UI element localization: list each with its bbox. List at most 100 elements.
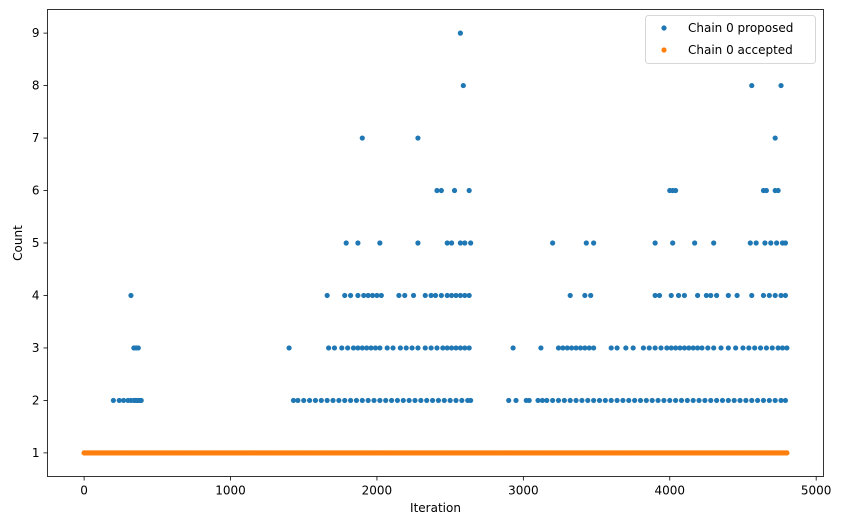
x-tick-label: 5000	[801, 484, 832, 498]
data-point-proposed	[526, 397, 532, 404]
data-point-proposed	[459, 397, 465, 404]
data-point-proposed	[731, 397, 737, 404]
data-point-proposed	[655, 397, 661, 404]
data-point-proposed	[673, 187, 679, 194]
data-point-proposed	[290, 397, 297, 404]
data-point-proposed	[116, 397, 122, 404]
data-point-proposed	[632, 397, 638, 404]
data-point-proposed	[573, 397, 579, 404]
data-point-proposed	[719, 397, 726, 404]
data-point-proposed	[681, 292, 688, 299]
data-point-proposed	[555, 397, 562, 404]
data-point-proposed	[737, 397, 743, 404]
data-point-proposed	[347, 397, 354, 404]
data-point-proposed	[432, 292, 439, 299]
data-point-proposed	[668, 345, 674, 351]
data-point-proposed	[403, 345, 409, 351]
data-point-proposed	[555, 345, 562, 351]
data-point-proposed	[692, 240, 698, 246]
data-point-proposed	[377, 345, 383, 351]
data-point-proposed	[510, 345, 516, 351]
data-point-proposed	[453, 397, 459, 404]
data-point-proposed	[383, 397, 389, 404]
data-point-proposed	[453, 345, 459, 351]
data-point-proposed	[365, 292, 371, 299]
data-point-proposed	[301, 397, 307, 404]
data-point-proposed	[749, 292, 755, 299]
data-point-proposed	[457, 345, 463, 351]
data-point-proposed	[652, 345, 658, 351]
data-point-proposed	[390, 345, 396, 351]
data-point-proposed	[447, 397, 453, 404]
data-point-proposed	[460, 82, 466, 89]
data-point-proposed	[766, 292, 772, 299]
data-point-proposed	[582, 292, 588, 299]
data-point-proposed	[702, 397, 708, 404]
data-point-proposed	[466, 187, 472, 194]
data-point-proposed	[336, 397, 342, 404]
legend: Chain 0 proposed Chain 0 accepted	[645, 15, 816, 64]
data-point-proposed	[409, 345, 415, 351]
data-point-proposed	[550, 240, 556, 246]
y-axis-label: Count	[11, 225, 25, 261]
data-point-proposed	[673, 397, 679, 404]
data-point-proposed	[457, 240, 463, 246]
data-point-proposed	[339, 345, 345, 351]
data-point-proposed	[138, 397, 144, 404]
data-point-proposed	[652, 292, 658, 299]
data-point-proposed	[760, 397, 767, 404]
data-point-proposed	[538, 345, 544, 351]
data-point-proposed	[762, 240, 768, 246]
y-tick-label: 6	[32, 184, 40, 198]
data-point-proposed	[677, 345, 683, 351]
data-point-proposed	[342, 292, 348, 299]
data-point-proposed	[444, 292, 450, 299]
data-point-proposed	[775, 345, 781, 351]
data-point-proposed	[614, 345, 620, 351]
data-point-proposed	[643, 397, 649, 404]
data-point-proposed	[670, 240, 676, 246]
data-point-proposed	[318, 397, 324, 404]
data-point-proposed	[410, 292, 417, 299]
data-point-proposed	[384, 345, 390, 351]
y-tick-label: 2	[32, 393, 40, 407]
data-point-proposed	[681, 345, 688, 351]
data-point-proposed	[128, 292, 134, 299]
data-point-proposed	[608, 397, 614, 404]
data-point-proposed	[763, 345, 769, 351]
data-point-proposed	[690, 345, 696, 351]
y-tick-label: 8	[32, 79, 40, 93]
data-point-proposed	[388, 397, 395, 404]
data-point-proposed	[678, 397, 685, 404]
data-point-proposed	[468, 397, 474, 404]
data-point-proposed	[550, 397, 556, 404]
x-tick-label: 0	[80, 484, 88, 498]
data-point-accepted	[784, 450, 790, 456]
data-point-proposed	[364, 345, 370, 351]
data-point-proposed	[377, 397, 383, 404]
data-point-proposed	[418, 397, 424, 404]
x-tick-label: 2000	[362, 484, 393, 498]
y-tick-label: 9	[32, 26, 40, 40]
data-point-proposed	[449, 240, 455, 246]
data-point-proposed	[768, 240, 774, 246]
data-point-proposed	[623, 345, 629, 351]
legend-marker-proposed	[661, 25, 667, 31]
data-point-proposed	[591, 240, 597, 246]
data-point-proposed	[377, 240, 383, 246]
data-point-proposed	[324, 397, 330, 404]
data-point-proposed	[369, 292, 376, 299]
data-point-proposed	[330, 397, 336, 404]
y-tick-label: 7	[32, 131, 40, 145]
data-point-proposed	[658, 345, 664, 351]
data-point-proposed	[577, 345, 584, 351]
data-point-proposed	[462, 292, 468, 299]
data-point-proposed	[774, 240, 780, 246]
data-point-proposed	[734, 292, 740, 299]
data-point-proposed	[365, 397, 371, 404]
data-point-proposed	[312, 397, 319, 404]
data-point-proposed	[652, 240, 658, 246]
data-point-proposed	[567, 397, 573, 404]
data-point-proposed	[374, 292, 380, 299]
